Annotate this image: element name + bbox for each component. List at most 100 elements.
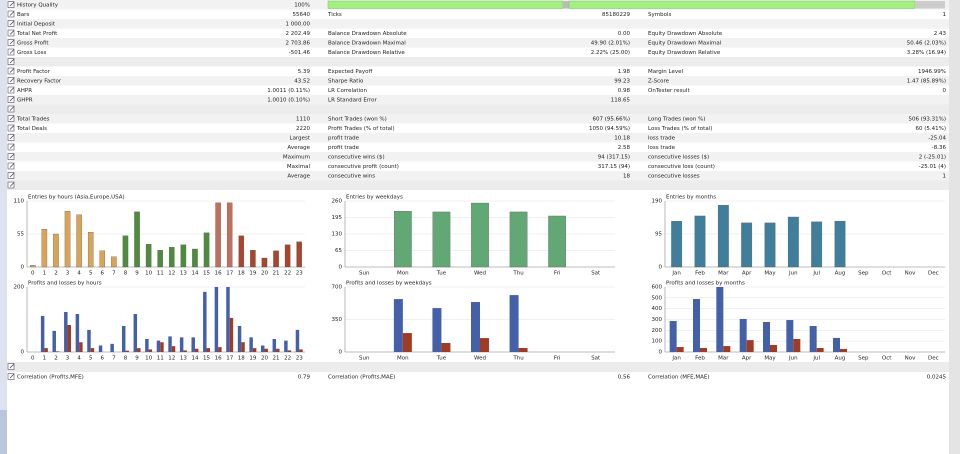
bar [441, 342, 451, 352]
cell-value: 2.22% (25.00) [591, 50, 630, 56]
x-tick-label: Oct [882, 271, 892, 277]
edit-icon-pen [9, 153, 15, 159]
chart-title: Entries by hours (Asia,Europe,USA) [28, 195, 125, 201]
cell-value: 1.0011 (0.11%) [267, 88, 310, 94]
cell-value: 317.15 (94) [598, 164, 630, 170]
x-tick-label: 3 [66, 356, 70, 362]
x-tick-label: 8 [124, 271, 128, 277]
cell-value: Maximal [287, 164, 311, 170]
x-tick-label: Tue [436, 271, 447, 277]
x-tick-label: 9 [135, 271, 139, 277]
x-tick-label: 23 [296, 271, 303, 277]
bar [669, 321, 677, 352]
cell-label: Correlation (MFE,MAE) [648, 375, 709, 381]
bar [64, 312, 68, 352]
x-tick-label: Thu [512, 356, 523, 362]
x-tick-label: Jan [671, 271, 681, 277]
x-tick-label: 22 [284, 356, 291, 362]
bar [261, 257, 268, 268]
cell-label: Profit Factor [17, 69, 51, 75]
bar [206, 348, 211, 352]
table-row [7, 180, 949, 190]
edit-icon-pen [9, 163, 15, 168]
x-tick-label: Wed [474, 271, 486, 277]
table-row [7, 19, 949, 29]
bar [402, 333, 412, 352]
edit-icon-pen [9, 39, 15, 45]
cell-label: profit trade [328, 145, 360, 151]
edit-icon-pen [9, 77, 15, 83]
cell-label: Margin Level [648, 69, 684, 75]
y-tick-label: 95 [655, 232, 662, 238]
x-tick-label: 5 [89, 271, 93, 277]
x-tick-label: 12 [168, 271, 175, 277]
scrollbar[interactable] [949, 0, 960, 454]
cell-label: Equity Drawdown Maximal [648, 40, 722, 46]
table-row [7, 372, 949, 382]
x-tick-label: Thu [512, 271, 523, 277]
x-tick-label: Jul [812, 356, 820, 362]
bar [793, 339, 801, 352]
bar [284, 244, 291, 268]
bar [276, 348, 280, 352]
edit-icon-pen [9, 87, 15, 92]
bar [787, 216, 799, 268]
cell-value: 3.28% (16.94) [907, 50, 946, 56]
cell-label: Ticks [327, 12, 342, 18]
cell-value: 1.0010 (0.10%) [267, 97, 310, 103]
chart-title: Entries by weekdays [346, 195, 403, 201]
bar [122, 235, 129, 268]
side-tab[interactable] [0, 410, 7, 454]
cell-value: 0 [943, 88, 947, 94]
edit-icon-pen [9, 363, 15, 369]
bar [471, 202, 489, 268]
bar [676, 347, 684, 352]
bar [693, 299, 700, 352]
bar [834, 220, 846, 268]
bar [215, 202, 221, 268]
bar [168, 336, 172, 352]
x-tick-label: Dec [928, 356, 939, 362]
cell-value: 1946.99% [918, 69, 946, 75]
edit-icon-pen [9, 1, 15, 7]
x-tick-label: 18 [238, 271, 245, 277]
cell-value: 1 [943, 173, 947, 179]
bar [156, 340, 161, 352]
bar [145, 244, 152, 268]
table-row [7, 95, 949, 105]
cell-value: 2 (-25.01) [919, 154, 946, 160]
cell-value: 1.98 [618, 69, 631, 75]
chart-title: Profits and losses by weekdays [346, 281, 432, 287]
cell-value: 50.46 (2.03%) [907, 40, 946, 46]
bar [194, 348, 199, 352]
x-tick-label: Sat [591, 356, 601, 362]
x-tick-label: Mon [397, 271, 409, 277]
cell-value: Maximum [283, 154, 310, 160]
bar [99, 250, 106, 268]
edit-icon-pen [9, 144, 15, 149]
cell-value: 2.58 [618, 145, 631, 151]
bar [394, 211, 412, 268]
x-tick-label: 6 [101, 271, 105, 277]
x-tick-label: 5 [89, 356, 93, 362]
cell-value: 94 (317.15) [598, 154, 630, 160]
cell-label: consecutive wins [328, 173, 375, 179]
x-tick-label: 10 [145, 356, 152, 362]
cell-value: 1110 [296, 116, 310, 122]
bar [67, 325, 72, 352]
x-tick-label: Feb [695, 271, 705, 277]
x-tick-label: 15 [203, 356, 210, 362]
x-tick-label: 4 [77, 356, 81, 362]
x-tick-label: 10 [145, 271, 152, 277]
cell-label: Z-Score [648, 78, 670, 84]
x-tick-label: 17 [226, 356, 233, 362]
bar [110, 343, 114, 352]
bar [237, 326, 242, 352]
cell-label: LR Correlation [328, 88, 367, 94]
bar [518, 348, 528, 352]
table-row [7, 104, 949, 114]
cell-label: Recovery Factor [17, 78, 62, 84]
edit-icon-pen [9, 68, 15, 73]
x-tick-label: Apr [742, 356, 752, 362]
cell-value: -501.46 [289, 50, 311, 56]
